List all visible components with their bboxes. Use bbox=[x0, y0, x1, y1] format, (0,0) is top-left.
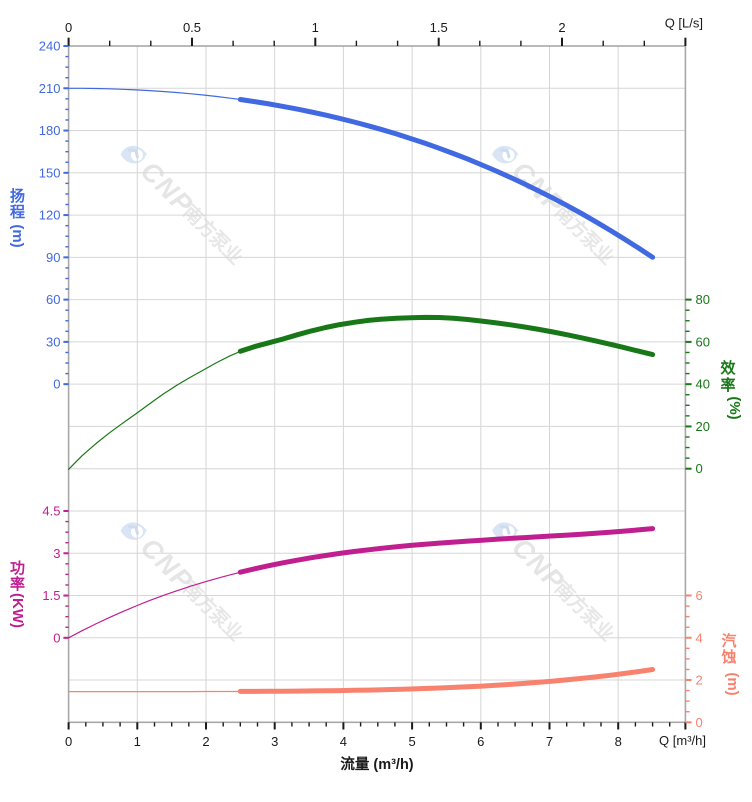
svg-text:效: 效 bbox=[720, 359, 736, 377]
svg-text:扬: 扬 bbox=[10, 187, 25, 205]
svg-text:1.5: 1.5 bbox=[430, 20, 448, 35]
svg-text:8: 8 bbox=[615, 734, 622, 749]
svg-text:6: 6 bbox=[477, 734, 484, 749]
svg-text:流量 (m³/h): 流量 (m³/h) bbox=[340, 755, 413, 773]
svg-text:3: 3 bbox=[53, 546, 60, 561]
svg-text:1: 1 bbox=[134, 734, 141, 749]
svg-text:7: 7 bbox=[546, 734, 553, 749]
svg-text:(KW): (KW) bbox=[9, 593, 26, 628]
svg-text:6: 6 bbox=[696, 588, 703, 603]
svg-text:40: 40 bbox=[696, 377, 710, 392]
svg-text:率: 率 bbox=[720, 376, 735, 394]
svg-text:(m): (m) bbox=[724, 672, 741, 695]
svg-text:4.5: 4.5 bbox=[42, 504, 60, 519]
svg-text:0: 0 bbox=[65, 20, 72, 35]
svg-text:5: 5 bbox=[408, 734, 415, 749]
svg-text:0.5: 0.5 bbox=[183, 20, 201, 35]
svg-text:30: 30 bbox=[46, 334, 60, 349]
svg-text:Q [m³/h]: Q [m³/h] bbox=[659, 733, 706, 748]
svg-text:率: 率 bbox=[10, 575, 25, 593]
svg-text:蚀: 蚀 bbox=[720, 648, 736, 666]
svg-text:2: 2 bbox=[202, 734, 209, 749]
svg-text:210: 210 bbox=[39, 81, 61, 96]
svg-text:汽: 汽 bbox=[721, 632, 736, 650]
svg-text:功: 功 bbox=[10, 560, 25, 577]
svg-text:0: 0 bbox=[53, 377, 60, 392]
svg-text:Q [L/s]: Q [L/s] bbox=[665, 16, 703, 31]
svg-text:2: 2 bbox=[558, 20, 565, 35]
svg-text:60: 60 bbox=[696, 334, 710, 349]
svg-text:0: 0 bbox=[65, 734, 72, 749]
svg-text:180: 180 bbox=[39, 123, 61, 138]
svg-text:3: 3 bbox=[271, 734, 278, 749]
svg-text:1: 1 bbox=[312, 20, 319, 35]
svg-text:20: 20 bbox=[696, 419, 710, 434]
svg-text:1.5: 1.5 bbox=[42, 588, 60, 603]
svg-text:80: 80 bbox=[696, 292, 710, 307]
svg-text:0: 0 bbox=[53, 630, 60, 645]
svg-text:2: 2 bbox=[696, 673, 703, 688]
svg-text:4: 4 bbox=[696, 630, 703, 645]
svg-text:120: 120 bbox=[39, 208, 61, 223]
svg-text:90: 90 bbox=[46, 250, 60, 265]
svg-text:4: 4 bbox=[340, 734, 347, 749]
svg-text:150: 150 bbox=[39, 165, 61, 180]
svg-text:240: 240 bbox=[39, 39, 61, 54]
svg-text:(m): (m) bbox=[9, 224, 26, 247]
svg-text:(%): (%) bbox=[726, 396, 743, 419]
svg-text:60: 60 bbox=[46, 292, 60, 307]
svg-text:0: 0 bbox=[696, 461, 703, 476]
svg-text:程: 程 bbox=[10, 204, 25, 221]
svg-text:0: 0 bbox=[696, 715, 703, 730]
